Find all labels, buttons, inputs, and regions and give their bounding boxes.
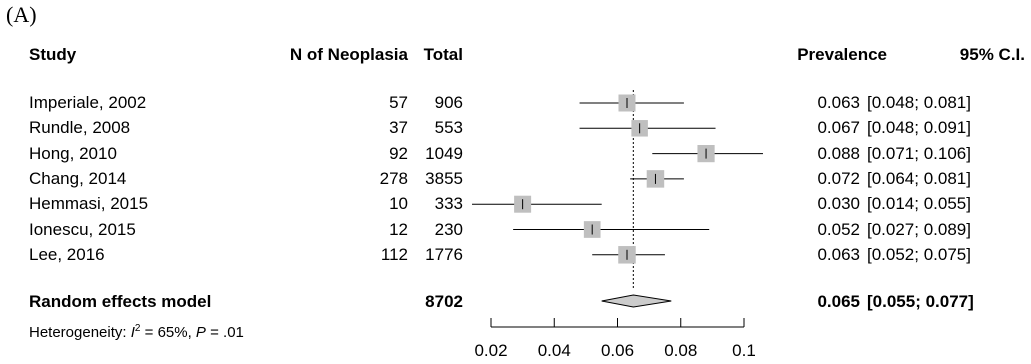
study-total: 1049: [425, 143, 463, 163]
study-prevalence: 0.072: [817, 168, 860, 188]
study-prevalence: 0.088: [817, 143, 860, 163]
study-n: 37: [389, 118, 408, 138]
study-name: Imperiale, 2002: [29, 93, 147, 112]
header-total: Total: [423, 45, 463, 64]
study-total: 230: [434, 219, 463, 239]
study-n: 12: [389, 219, 408, 239]
study-prevalence: 0.052: [817, 219, 860, 239]
study-prevalence: 0.030: [817, 194, 860, 214]
study-total: 1776: [425, 244, 463, 264]
header-n-of-neoplasia: N of Neoplasia: [289, 45, 408, 64]
study-ci: [0.064; 0.081]: [867, 168, 971, 188]
study-name: Ionescu, 2015: [29, 219, 136, 239]
study-name: Hemmasi, 2015: [29, 194, 149, 214]
study-name: Rundle, 2008: [29, 118, 131, 138]
panel-label: (A): [6, 2, 37, 27]
study-n: 10: [389, 194, 408, 214]
study-total: 3855: [425, 168, 463, 188]
pooled-label: Random effects model: [29, 292, 212, 311]
x-tick-label: 0.08: [664, 341, 697, 360]
study-ci: [0.071; 0.106]: [867, 143, 971, 163]
header-study: Study: [29, 45, 77, 64]
study-ci: [0.052; 0.075]: [867, 244, 971, 264]
pooled-ci: [0.055; 0.077]: [867, 292, 974, 311]
study-prevalence: 0.067: [817, 118, 860, 138]
heterogeneity-end: = .01: [205, 324, 244, 341]
x-tick-label: 0.04: [538, 341, 571, 360]
study-n: 112: [380, 244, 408, 264]
study-name: Chang, 2014: [29, 168, 127, 188]
x-tick-label: 0.06: [601, 341, 634, 360]
header-ci: 95% C.I.: [959, 45, 1025, 64]
study-ci: [0.048; 0.091]: [867, 118, 971, 138]
x-tick-label: 0.02: [474, 341, 507, 360]
study-name: Lee, 2016: [29, 244, 105, 264]
heterogeneity-prefix: Heterogeneity:: [29, 324, 131, 341]
study-prevalence: 0.063: [817, 244, 860, 264]
study-n: 278: [379, 168, 408, 188]
study-n: 92: [389, 143, 408, 163]
study-total: 333: [434, 194, 463, 214]
heterogeneity-i: I: [130, 324, 135, 341]
heterogeneity-text: Heterogeneity: I2 = 65%, P = .01: [29, 319, 244, 343]
pooled-diamond: [601, 294, 672, 308]
study-ci: [0.027; 0.089]: [867, 219, 971, 239]
x-tick-label: 0.1: [732, 341, 756, 360]
study-total: 553: [434, 118, 463, 138]
study-ci: [0.014; 0.055]: [867, 194, 971, 214]
study-prevalence: 0.063: [817, 93, 860, 112]
pooled-total: 8702: [425, 292, 463, 311]
study-total: 906: [434, 93, 463, 112]
heterogeneity-mid: = 65%,: [140, 324, 196, 341]
study-name: Hong, 2010: [29, 143, 117, 163]
heterogeneity-p: P: [195, 324, 206, 341]
study-n: 57: [389, 93, 408, 112]
header-prevalence: Prevalence: [797, 45, 887, 64]
study-ci: [0.048; 0.081]: [867, 93, 971, 112]
heterogeneity-sup: 2: [134, 323, 141, 334]
pooled-prevalence: 0.065: [817, 292, 860, 311]
